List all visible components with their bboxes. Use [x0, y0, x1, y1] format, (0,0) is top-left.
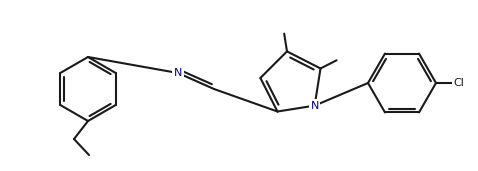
Text: N: N [174, 68, 182, 78]
Text: N: N [310, 101, 319, 111]
Text: Cl: Cl [453, 78, 464, 88]
